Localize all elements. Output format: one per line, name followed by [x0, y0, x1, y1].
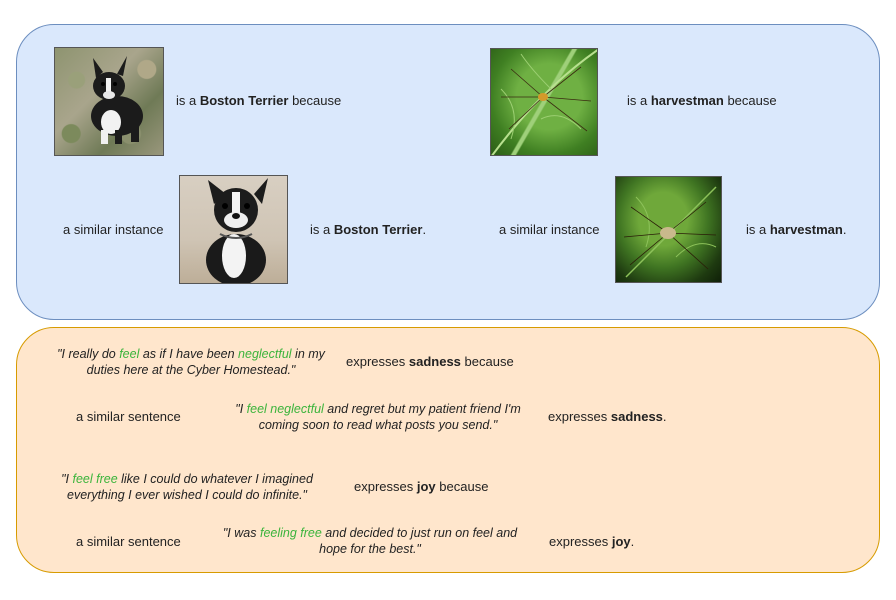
harvestman-image-2	[615, 176, 722, 283]
joy-query-sentence: "I feel free like I could do whatever I …	[61, 472, 313, 502]
sadness-query-sentence: "I really do feel as if I have been negl…	[57, 347, 325, 377]
boston-terrier-illustration	[91, 56, 143, 144]
harvestman-illustration	[491, 49, 597, 155]
joy-prediction-text: expresses joy because	[354, 479, 489, 494]
boston-terrier-image-2	[179, 175, 288, 284]
harvestman-prediction-text: is a harvestman because	[627, 93, 777, 108]
harvestman-similar-result-text: is a harvestman.	[746, 222, 847, 237]
text-examples-panel	[16, 327, 880, 573]
similar-sentence-label-1: a similar sentence	[76, 409, 181, 424]
harvestman-image-1	[490, 48, 598, 156]
dog-prediction-text: is a Boston Terrier because	[176, 93, 342, 108]
sadness-prediction-text: expresses sadness because	[346, 354, 514, 369]
sadness-similar-sentence: "I feel neglectful and regret but my pat…	[235, 402, 521, 432]
joy-similar-result-text: expresses joy.	[549, 534, 635, 549]
harvestman-dark-illustration	[623, 186, 717, 278]
boston-terrier-sitting-illustration	[206, 178, 268, 283]
similar-sentence-label-2: a similar sentence	[76, 534, 181, 549]
dog-similar-result-text: is a Boston Terrier.	[310, 222, 427, 237]
joy-similar-sentence: "I was feeling free and decided to just …	[222, 526, 518, 556]
boston-terrier-image-1	[54, 47, 164, 156]
similar-instance-label-2: a similar instance	[499, 222, 600, 237]
sadness-similar-result-text: expresses sadness.	[548, 409, 667, 424]
similar-instance-label-1: a similar instance	[63, 222, 164, 237]
